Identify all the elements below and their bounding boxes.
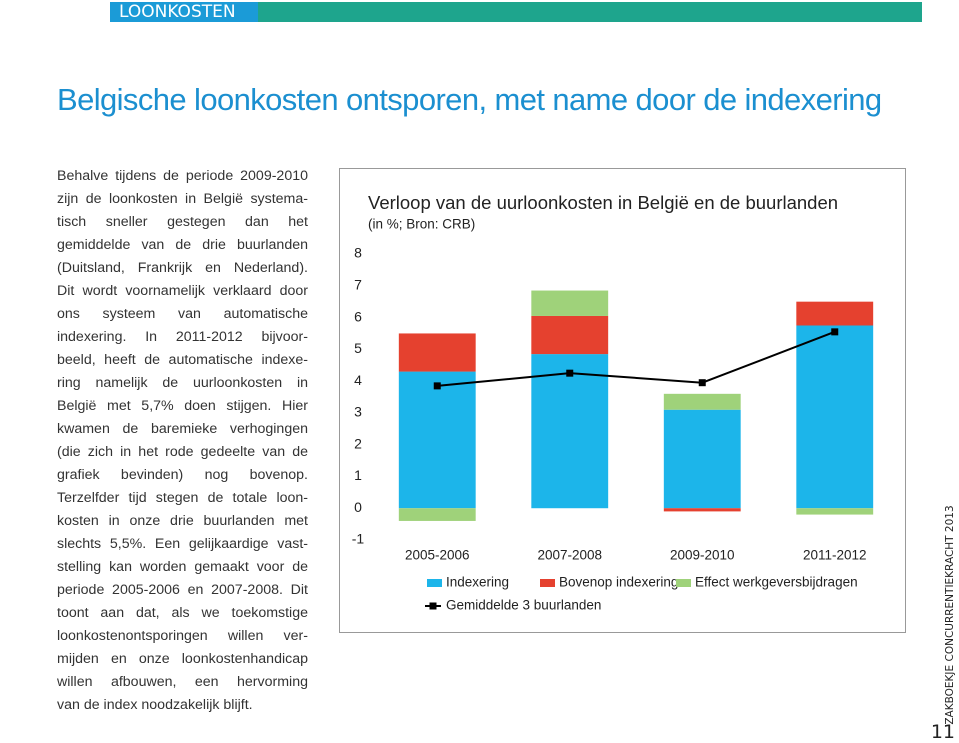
chart-frame: [339, 168, 906, 633]
text-line: periode 2005-2006 en 2007-2008. Dit: [57, 582, 308, 598]
bar-segment: [531, 354, 609, 509]
text-line: tisch sneller gestegen dan het: [57, 214, 308, 230]
text-line: ons systeem van automatische: [57, 306, 308, 322]
text-line: indexering. In 2011-2012 bijvoor-: [57, 329, 308, 345]
y-tick-label: 2: [354, 435, 362, 451]
line: [437, 330, 836, 387]
bar-segment: [796, 325, 874, 509]
text-line: loonkostenontsporingen willen ver-: [57, 628, 308, 644]
y-tick-label: 8: [354, 245, 362, 261]
chart-title: Verloop van de uurloonkosten in België e…: [368, 192, 838, 213]
top-bar: [258, 2, 922, 22]
legend-label: Gemiddelde 3 buurlanden: [446, 598, 601, 613]
text-line: (die zich in het rode gedeelte van de: [57, 444, 308, 460]
legend-marker: [429, 602, 437, 610]
legend-swatch: [540, 579, 555, 587]
x-tick-label: 2007-2008: [537, 548, 602, 563]
text-line: willen afbouwen, een hervorming: [57, 674, 308, 690]
bar-segment: [531, 315, 609, 355]
text-line: stelling kan worden gemaakt voor de: [57, 559, 308, 575]
text-line: ring namelijk de uurloonkosten in: [57, 375, 308, 391]
text-line: zijn de loonkosten in België systema-: [57, 191, 308, 207]
bar-segment: [663, 393, 741, 410]
x-tick-label: 2009-2010: [670, 548, 735, 563]
text-line: slechts 5,5%. Een gelijkaardige vast-: [57, 536, 308, 552]
text-line: van de index noodzakelijk blijft.: [57, 697, 253, 713]
page-number: 11: [930, 721, 955, 743]
chart-subtitle: (in %; Bron: CRB): [368, 217, 475, 232]
bar-segment: [398, 508, 476, 521]
y-tick-label: -1: [352, 531, 365, 547]
bar-segment: [663, 508, 741, 512]
bar-segment: [796, 508, 874, 515]
text-line: Behalve tijdens de periode 2009-2010: [57, 168, 308, 184]
legend-label: Effect werkgeversbijdragen: [695, 575, 858, 590]
text-line: Dit wordt voornamelijk verklaard door: [57, 283, 308, 299]
chart: Verloop van de uurloonkosten in België e…: [339, 168, 906, 633]
line-marker: [698, 379, 706, 387]
line-marker: [433, 382, 441, 390]
y-tick-label: 1: [354, 467, 362, 483]
text-line: (Duitsland, Frankrijk en Nederland).: [57, 260, 308, 276]
y-tick-label: 0: [354, 499, 362, 515]
page-title: Belgische loonkosten ontsporen, met name…: [57, 82, 882, 117]
text-line: toont aan dat, als we toekomstige: [57, 605, 308, 621]
body-text: Behalve tijdens de periode 2009-2010 zijn…: [57, 165, 308, 717]
x-tick-label: 2005-2006: [405, 548, 470, 563]
bar-segment: [663, 409, 741, 509]
y-tick-label: 6: [354, 308, 362, 324]
bar-segment: [531, 290, 609, 316]
bar-segment: [398, 371, 476, 509]
x-tick-label: 2011-2012: [803, 548, 867, 563]
text-line: België met 5,7% doen stijgen. Hier: [57, 398, 308, 414]
bar-segment: [796, 301, 874, 326]
y-tick-label: 4: [354, 372, 362, 388]
running-title: ZAKBOEKJE CONCURRENTIEKRACHT 2013: [944, 505, 956, 725]
legend-swatch: [676, 579, 691, 587]
y-tick-label: 3: [354, 404, 362, 420]
legend-swatch: [427, 579, 442, 587]
text-line: mijden en onze loonkostenhandicap: [57, 651, 308, 667]
text-line: Terzelfder tijd stegen de totale loon-: [57, 490, 308, 506]
section-label: LOONKOSTEN: [110, 2, 258, 22]
y-tick-label: 5: [354, 340, 362, 356]
bar-segment: [398, 333, 476, 372]
text-line: grafiek bevinden) nog bovenop.: [57, 467, 308, 483]
text-line: kwamen de baremieke verhogingen: [57, 421, 308, 437]
line-marker: [566, 369, 574, 377]
line-marker: [831, 328, 839, 336]
text-line: beeld, heeft de automatische indexe-: [57, 352, 308, 368]
text-line: kosten in onze drie buurlanden met: [57, 513, 308, 529]
legend-label: Bovenop indexering: [559, 575, 678, 590]
legend-label: Indexering: [446, 575, 509, 590]
y-tick-label: 7: [354, 276, 362, 292]
text-line: gemiddelde van de drie buurlanden: [57, 237, 308, 253]
